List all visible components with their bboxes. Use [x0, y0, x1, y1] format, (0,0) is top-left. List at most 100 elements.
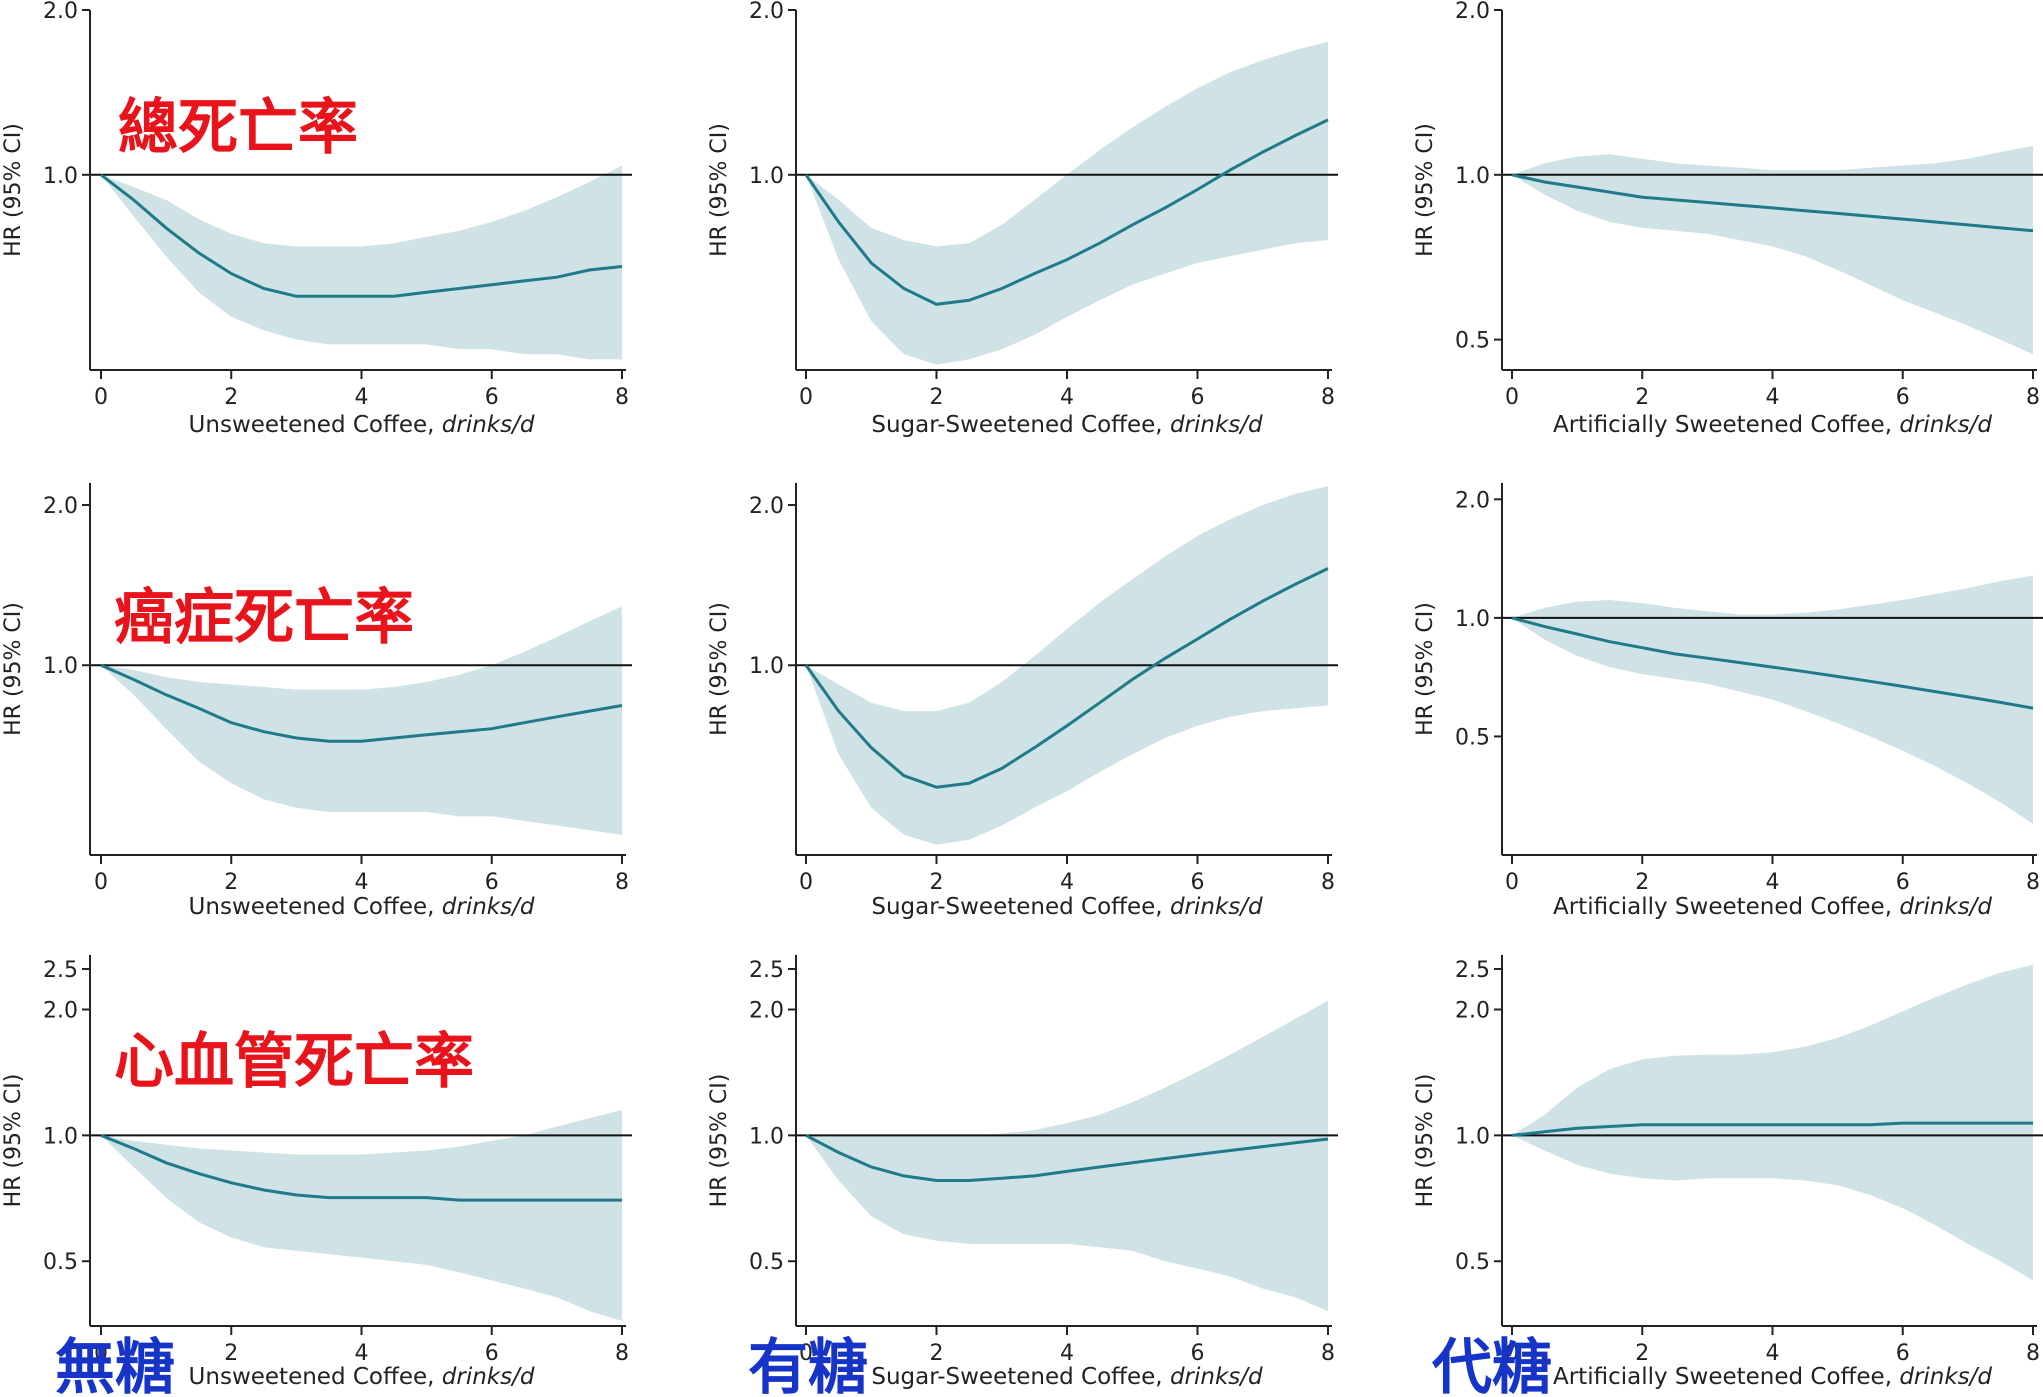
- x-axis-label: Artificially Sweetened Coffee, drinks/d: [1553, 894, 1992, 920]
- y-axis-label: HR (95% CI): [707, 602, 732, 736]
- x-tick-label: 2: [930, 1341, 944, 1366]
- x-axis-label: Sugar-Sweetened Coffee, drinks/d: [871, 894, 1263, 920]
- y-tick-label: 0.5: [43, 1250, 78, 1275]
- hr-curve: [804, 567, 1329, 789]
- x-tick-label: 0: [1505, 870, 1519, 895]
- x-tick-label: 4: [1060, 385, 1074, 410]
- x-tick-label: 2: [930, 870, 944, 895]
- panel-2-1: 0.5 1.0 2.0 2.5 0 2 4 6 8 Sugar-Sweetened Coffee,…: [707, 955, 1338, 1390]
- y-tick-label: 2.5: [749, 958, 784, 983]
- hr-curve: [1511, 616, 2034, 710]
- x-tick-label: 0: [1505, 385, 1519, 410]
- x-tick-label: 8: [615, 870, 629, 895]
- panel-1-2: 0.5 1.0 2.0 0 2 4 6 8 Artificially Sweetened Cof…: [1413, 483, 2043, 920]
- x-tick-label: 4: [1060, 1341, 1074, 1366]
- y-tick-label: 1.0: [749, 654, 784, 679]
- x-axis-label: Unsweetened Coffee, drinks/d: [189, 1364, 535, 1390]
- x-axis-label-unit: drinks/d: [1899, 1364, 1992, 1390]
- ci-band: [101, 165, 622, 360]
- y-tick-label: 2.0: [749, 494, 784, 519]
- panel-0-0: 1.0 2.0 0 2 4 6 8 Unsweetened Coffee, drinks/d H…: [1, 0, 632, 438]
- y-tick-label: 0.5: [1455, 329, 1490, 354]
- row-label-cancer-mortality: 癌症死亡率: [114, 583, 414, 653]
- x-tick-label: 6: [1191, 385, 1205, 410]
- x-tick-label: 6: [485, 1341, 499, 1366]
- x-axis-label-unit: drinks/d: [1170, 1364, 1263, 1390]
- column-label-artificially-sweetened: 代糖: [1431, 1333, 1552, 1397]
- y-tick-label: 0.5: [749, 1250, 784, 1275]
- panel-1-0: 1.0 2.0 0 2 4 6 8 Unsweetened Coffee, drinks/d H…: [1, 483, 632, 920]
- panel-2-0: 0.5 1.0 2.0 2.5 0 2 4 6 8 Unsweetened Coffee, dri…: [1, 955, 632, 1390]
- row-label-cardiovascular-mortality: 心血管死亡率: [114, 1027, 474, 1097]
- x-axis-label-text: Artificially Sweetened Coffee,: [1553, 412, 1899, 438]
- x-tick-label: 2: [224, 870, 238, 895]
- x-tick-label: 0: [799, 870, 813, 895]
- x-tick-label: 4: [1766, 1341, 1780, 1366]
- x-tick-label: 2: [1635, 1341, 1649, 1366]
- x-axis-label-text: Unsweetened Coffee,: [189, 412, 442, 438]
- x-tick-label: 2: [930, 385, 944, 410]
- y-axis-label: HR (95% CI): [707, 123, 732, 257]
- x-tick-label: 0: [94, 870, 108, 895]
- x-axis-label-text: Artificially Sweetened Coffee,: [1553, 894, 1899, 920]
- x-axis-label: Sugar-Sweetened Coffee, drinks/d: [871, 1364, 1263, 1390]
- panel-0-1: 1.0 2.0 0 2 4 6 8 Sugar-Sweetened Coffee, drink…: [707, 0, 1338, 438]
- x-axis-label-unit: drinks/d: [1899, 412, 1992, 438]
- x-tick-label: 2: [1635, 385, 1649, 410]
- x-tick-label: 8: [1321, 385, 1335, 410]
- x-tick-label: 6: [1191, 870, 1205, 895]
- x-tick-label: 4: [355, 385, 369, 410]
- ci-band: [806, 1000, 1328, 1312]
- x-axis-label: Sugar-Sweetened Coffee, drinks/d: [871, 412, 1263, 438]
- x-axis-label-unit: drinks/d: [442, 412, 535, 438]
- y-axis-label: HR (95% CI): [1413, 123, 1438, 257]
- x-axis-label-unit: drinks/d: [442, 894, 535, 920]
- y-tick-label: 2.0: [1455, 998, 1490, 1023]
- x-tick-label: 6: [1896, 385, 1910, 410]
- x-axis-label-text: Sugar-Sweetened Coffee,: [871, 1364, 1170, 1390]
- x-axis-label: Unsweetened Coffee, drinks/d: [189, 412, 535, 438]
- x-tick-label: 4: [355, 870, 369, 895]
- y-axis-label: HR (95% CI): [1, 1074, 26, 1208]
- hr-curve: [1511, 173, 2034, 233]
- x-axis-label: Artificially Sweetened Coffee, drinks/d: [1553, 1364, 1992, 1390]
- y-tick-label: 2.0: [749, 0, 784, 24]
- x-tick-label: 6: [1191, 1341, 1205, 1366]
- y-tick-label: 0.5: [1455, 1250, 1490, 1275]
- y-tick-label: 1.0: [749, 1124, 784, 1149]
- y-axis-label: HR (95% CI): [1, 602, 26, 736]
- x-tick-label: 8: [2026, 1341, 2040, 1366]
- y-tick-label: 1.0: [1455, 607, 1490, 632]
- y-tick-label: 2.5: [1455, 958, 1490, 983]
- x-axis-label-text: Artificially Sweetened Coffee,: [1553, 1364, 1899, 1390]
- x-axis-label: Artificially Sweetened Coffee, drinks/d: [1553, 412, 1992, 438]
- y-tick-label: 1.0: [749, 164, 784, 189]
- hr-curve: [805, 1134, 1329, 1182]
- y-tick-label: 2.0: [1455, 0, 1490, 24]
- ci-band: [1512, 964, 2033, 1281]
- x-tick-label: 4: [355, 1341, 369, 1366]
- x-axis-label-text: Sugar-Sweetened Coffee,: [871, 412, 1170, 438]
- y-tick-label: 2.5: [43, 958, 78, 983]
- ci-band: [101, 1110, 622, 1321]
- x-tick-label: 6: [485, 870, 499, 895]
- x-axis-label-unit: drinks/d: [1170, 412, 1263, 438]
- y-axis-label: HR (95% CI): [1, 123, 26, 257]
- x-axis-label-text: Sugar-Sweetened Coffee,: [871, 894, 1170, 920]
- x-tick-label: 0: [799, 1341, 813, 1366]
- y-tick-label: 2.0: [43, 998, 78, 1023]
- x-axis-label-unit: drinks/d: [442, 1364, 535, 1390]
- ci-band: [1512, 145, 2033, 355]
- x-tick-label: 0: [1505, 1341, 1519, 1366]
- x-tick-label: 4: [1766, 385, 1780, 410]
- hr-curve: [804, 118, 1329, 306]
- x-tick-label: 4: [1766, 870, 1780, 895]
- x-tick-label: 6: [1896, 1341, 1910, 1366]
- x-tick-label: 8: [615, 1341, 629, 1366]
- x-tick-label: 0: [94, 1341, 108, 1366]
- y-tick-label: 2.0: [1455, 488, 1490, 513]
- x-tick-label: 2: [224, 1341, 238, 1366]
- x-axis-label-text: Unsweetened Coffee,: [189, 1364, 442, 1390]
- x-tick-label: 8: [2026, 870, 2040, 895]
